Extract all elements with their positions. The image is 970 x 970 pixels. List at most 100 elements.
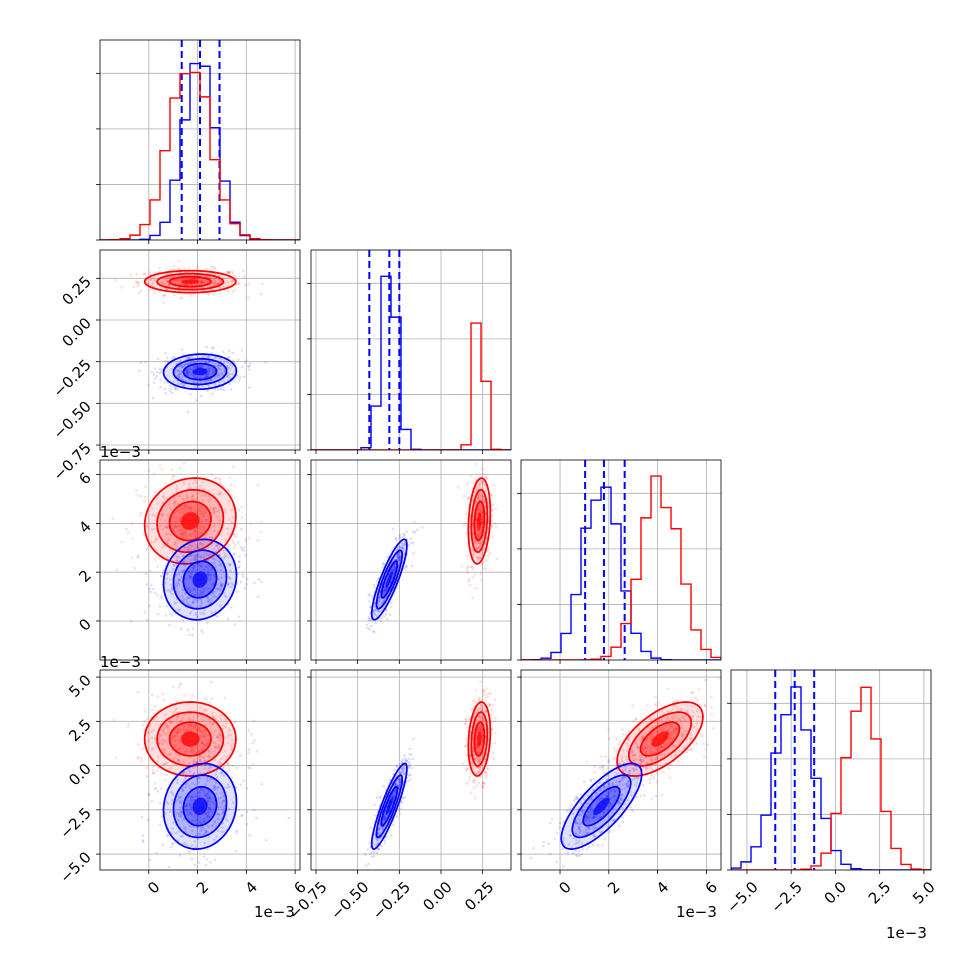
sample-point — [186, 809, 190, 812]
sample-point — [175, 584, 178, 588]
sample-point — [168, 720, 171, 724]
sample-point — [151, 513, 154, 517]
sample-point — [206, 573, 209, 576]
sample-point — [189, 572, 193, 576]
sample-point — [185, 508, 189, 511]
density-fill-blue — [192, 797, 208, 815]
sample-point — [208, 535, 212, 539]
sample-point — [209, 576, 212, 580]
sample-point — [661, 745, 665, 749]
sample-point — [166, 572, 169, 575]
sample-point — [482, 786, 486, 789]
sample-point — [626, 785, 630, 788]
sample-point — [375, 580, 379, 583]
sample-point — [213, 594, 217, 598]
sample-point — [220, 583, 223, 586]
sample-point — [185, 782, 189, 786]
sample-point — [367, 862, 370, 866]
sample-point — [189, 561, 193, 565]
density-fill-blue — [385, 571, 393, 588]
sample-point — [204, 812, 207, 815]
sample-point — [370, 619, 373, 622]
sample-point — [172, 380, 175, 384]
sample-point — [182, 560, 186, 564]
sample-point — [178, 747, 181, 751]
sample-point — [648, 781, 652, 785]
sample-point — [228, 355, 231, 359]
sample-point — [183, 506, 186, 510]
sample-point — [153, 558, 157, 561]
sample-point — [227, 763, 230, 767]
sample-point — [178, 608, 182, 612]
sample-point — [174, 524, 177, 527]
panel-3-0: 0 2 4 6−5.0−2.50.02.55.0 — [56, 669, 310, 898]
sample-point — [244, 359, 248, 362]
sample-point — [173, 744, 177, 747]
sample-point — [233, 552, 237, 555]
sample-point — [213, 786, 217, 789]
sample-point — [189, 799, 192, 803]
sample-point — [204, 812, 208, 816]
sample-point — [462, 524, 466, 527]
sample-point — [181, 569, 185, 573]
sample-point — [216, 543, 219, 547]
sample-point — [212, 508, 215, 512]
sample-point — [638, 758, 642, 762]
sample-point — [605, 778, 609, 781]
sample-point — [481, 737, 484, 740]
sample-point — [403, 542, 407, 546]
sample-point — [218, 801, 222, 805]
sample-point — [210, 755, 214, 759]
sample-point — [142, 532, 146, 536]
sample-point — [228, 807, 231, 811]
sample-point — [183, 730, 187, 734]
sample-point — [182, 599, 185, 603]
sample-point — [478, 508, 482, 511]
sample-point — [399, 772, 403, 775]
sample-point — [235, 525, 238, 529]
sample-point — [148, 604, 151, 608]
sample-point — [464, 718, 468, 722]
sample-point — [193, 863, 197, 867]
sample-point — [215, 775, 219, 779]
sample-point — [227, 349, 231, 353]
sample-point — [213, 838, 216, 842]
sample-point — [211, 715, 215, 718]
sample-point — [641, 747, 644, 750]
sample-point — [197, 750, 201, 754]
sample-point — [657, 745, 660, 749]
sample-point — [574, 821, 578, 825]
sample-point — [398, 771, 402, 775]
sample-point — [185, 371, 188, 375]
sample-point — [492, 720, 496, 723]
sample-point — [194, 481, 198, 485]
sample-point — [171, 567, 175, 571]
sample-point — [607, 794, 610, 798]
sample-point — [212, 581, 216, 585]
sample-point — [196, 714, 200, 717]
sample-point — [484, 489, 488, 493]
sample-point — [585, 817, 589, 821]
sample-point — [182, 571, 185, 574]
sample-point — [476, 496, 480, 500]
sample-point — [472, 779, 475, 782]
sample-point — [215, 754, 218, 757]
sample-point — [489, 708, 493, 712]
sample-point — [481, 785, 485, 788]
y-tick-label: 0 — [75, 615, 94, 634]
sample-point — [148, 793, 151, 797]
sample-point — [165, 589, 168, 592]
sample-point — [173, 500, 176, 504]
sample-point — [172, 525, 175, 529]
sample-point — [163, 387, 167, 391]
sample-point — [477, 750, 481, 753]
sample-point — [585, 831, 589, 835]
sample-point — [493, 522, 497, 525]
sample-point — [216, 735, 220, 739]
sample-point — [191, 694, 194, 697]
sample-point — [218, 291, 222, 295]
sample-point — [210, 284, 213, 288]
sample-point — [196, 365, 199, 368]
sample-point — [206, 621, 209, 625]
sample-point — [198, 527, 202, 531]
